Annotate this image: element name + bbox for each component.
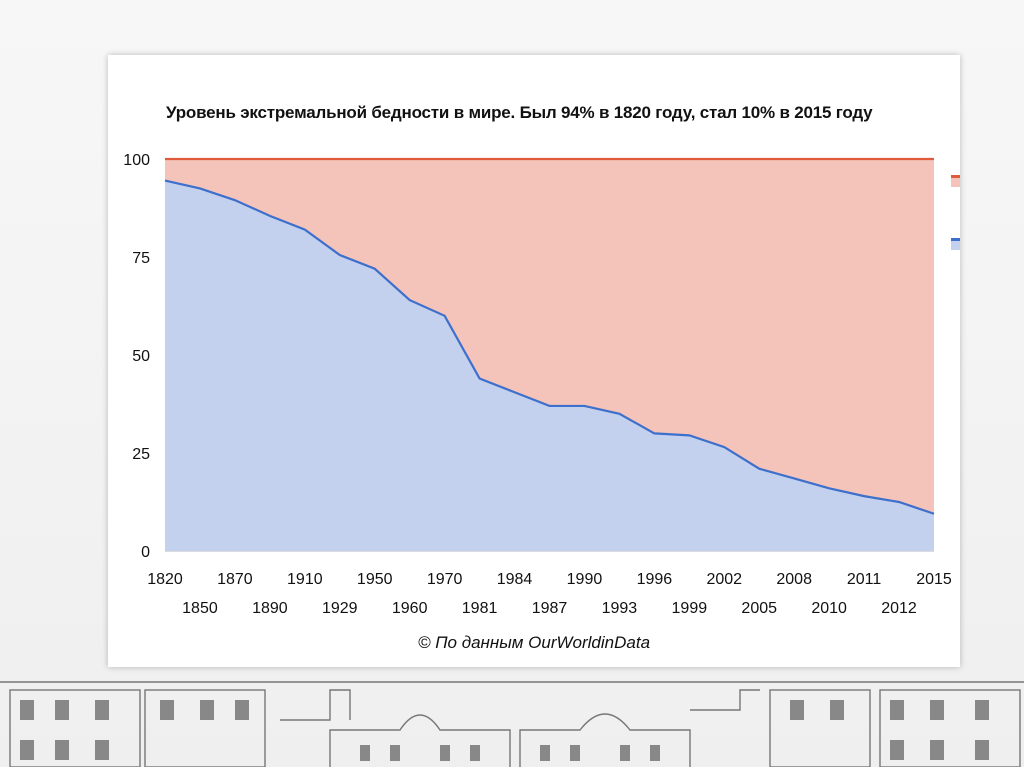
x-tick-label: 1870 [217,571,253,588]
legend [951,175,960,250]
y-tick-label: 75 [132,250,150,267]
x-tick-label: 2015 [916,571,952,588]
x-tick-label: 1987 [532,600,568,615]
legend-swatch [951,175,960,187]
x-tick-label: 2005 [741,600,777,615]
building-illustration [0,681,1024,767]
y-axis: 0 25 50 75 100 [123,152,150,561]
x-tick-label: 1996 [637,571,673,588]
y-tick-label: 100 [123,152,150,169]
y-tick-label: 25 [132,446,150,463]
x-tick-label: 2010 [811,600,847,615]
x-tick-label: 2011 [847,571,882,588]
x-tick-label: 1890 [252,600,288,615]
x-tick-label: 1999 [672,600,708,615]
x-tick-label: 2012 [881,600,917,615]
x-tick-label: 1984 [497,571,533,588]
x-tick-label: 1990 [567,571,603,588]
x-tick-label: 2002 [706,571,742,588]
x-tick-label: 1993 [602,600,638,615]
x-tick-label: 1820 [147,571,183,588]
source-note: © По данным OurWorldinData [417,633,651,652]
x-tick-label: 1850 [182,600,218,615]
x-tick-label: 1950 [357,571,393,588]
chart-title: Уровень экстремальной бедности в мире. Б… [166,103,873,122]
x-tick-label: 1981 [462,600,498,615]
x-tick-label: 2008 [776,571,812,588]
series-line-0 [164,179,935,515]
y-tick-label: 50 [132,348,150,365]
plot-area [164,157,935,551]
y-tick-label: 0 [141,544,150,561]
x-axis: 1820 1850 1870 1890 1910 1929 1950 1960 1970 1981… [147,571,952,615]
x-tick-label: 1929 [322,600,358,615]
legend-swatch [951,238,960,250]
x-tick-label: 1960 [392,600,428,615]
legend-swatch-line [951,238,960,241]
chart-card: Уровень экстремальной бедности в мире. Б… [108,55,960,667]
legend-swatch-line [951,175,960,178]
x-tick-label: 1970 [427,571,463,588]
x-tick-label: 1910 [287,571,323,588]
